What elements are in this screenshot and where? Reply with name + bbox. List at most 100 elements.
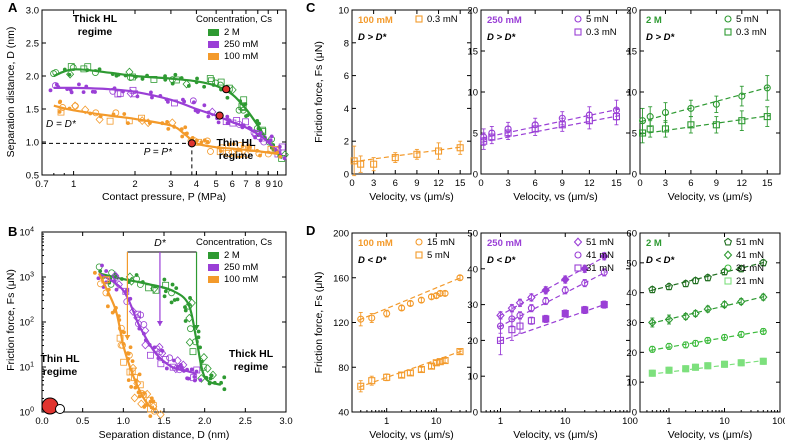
legend-marker-D3 bbox=[723, 250, 733, 260]
data-point-A bbox=[206, 75, 214, 82]
data-point-D2 bbox=[561, 309, 569, 318]
data-point-C3 bbox=[738, 117, 746, 125]
y-tick-label-D1: 200 bbox=[333, 229, 349, 240]
legend-marker-D1 bbox=[415, 251, 423, 259]
data-point-B bbox=[142, 391, 147, 396]
data-point-A bbox=[240, 144, 245, 148]
annotation-thick: Thick HL bbox=[73, 13, 118, 25]
fit-line-C2 bbox=[481, 115, 620, 143]
data-point-A bbox=[186, 84, 191, 88]
legend-label-C2: 0.3 mN bbox=[586, 27, 617, 38]
data-point-A bbox=[69, 90, 74, 95]
y-tick-label-D2: 10 bbox=[467, 372, 478, 383]
data-point-D2 bbox=[561, 286, 569, 294]
data-point-A bbox=[95, 115, 104, 124]
data-point-C1 bbox=[434, 147, 443, 155]
data-point-B bbox=[129, 385, 134, 389]
panel-label-B: B bbox=[8, 224, 17, 239]
y-tick-label-C2: 5 bbox=[473, 129, 478, 140]
data-point-B bbox=[137, 399, 146, 409]
legend-swatch-A bbox=[208, 53, 219, 60]
y-tick-label-C1: 4 bbox=[344, 104, 349, 115]
data-point-D1 bbox=[436, 358, 444, 366]
annotation-thin: Thin HL bbox=[216, 137, 256, 149]
legend-label-D2: 41 mN bbox=[586, 250, 614, 261]
data-point-D3 bbox=[665, 342, 673, 350]
data-point-A bbox=[93, 90, 97, 94]
legend-swatch-B bbox=[208, 252, 219, 259]
data-point-D1 bbox=[357, 315, 365, 323]
data-point-B bbox=[163, 289, 168, 294]
annotation-D-eq: D = D* bbox=[46, 119, 77, 130]
data-point-D3 bbox=[704, 362, 712, 370]
data-point-D2 bbox=[600, 301, 608, 309]
data-point-A bbox=[225, 121, 230, 125]
y-tick-label-D1: 160 bbox=[333, 273, 349, 284]
data-point-D1 bbox=[417, 365, 425, 374]
data-point-B bbox=[126, 351, 130, 356]
data-point-B bbox=[157, 360, 165, 368]
data-point-D3 bbox=[703, 304, 713, 314]
x-tick-label-D1: 1 bbox=[384, 416, 389, 427]
x-tick-label-C1: 12 bbox=[433, 178, 444, 189]
data-point-B bbox=[130, 393, 139, 403]
data-point-B bbox=[162, 294, 167, 299]
data-point-D1 bbox=[383, 373, 391, 381]
data-point-A bbox=[206, 114, 211, 119]
y-tick-label-A: 3.0 bbox=[26, 6, 39, 17]
x-tick-label-C1: 3 bbox=[371, 178, 376, 189]
data-point-A bbox=[268, 138, 273, 143]
data-point-B bbox=[222, 387, 227, 392]
legend-label-B: 100 mM bbox=[224, 274, 258, 285]
y-tick-label-D1: 40 bbox=[338, 408, 349, 419]
y-tick-label-C1: 6 bbox=[344, 71, 349, 82]
plot-frame-C1 bbox=[351, 9, 472, 175]
legend-label-D3: 41 mN bbox=[736, 250, 764, 261]
data-point-D2 bbox=[516, 322, 524, 330]
fit-line-C1 bbox=[352, 146, 464, 163]
x-tick-label-C3: 12 bbox=[737, 178, 748, 189]
y-tick-label-B: 102 bbox=[20, 317, 35, 329]
data-point-A bbox=[122, 112, 127, 116]
panel-condition-C2: D > D* bbox=[487, 32, 517, 43]
data-point-A bbox=[138, 114, 145, 122]
fit-curve-A bbox=[53, 86, 283, 156]
legend-label-C3: 0.3 mN bbox=[736, 27, 767, 38]
data-point-B bbox=[104, 269, 109, 273]
data-point-D2 bbox=[516, 311, 524, 319]
data-point-D3 bbox=[648, 285, 657, 294]
y-tick-label-C2: 15 bbox=[467, 47, 478, 58]
y-tick-label-C3: 20 bbox=[626, 6, 637, 17]
x-tick-label-A: 5 bbox=[214, 179, 219, 190]
fit-curve-B bbox=[98, 272, 222, 386]
data-point-B bbox=[162, 277, 167, 282]
y-tick-label-C3: 10 bbox=[626, 88, 637, 99]
x-tick-label-A: 7 bbox=[243, 179, 248, 190]
fit-line-D2 bbox=[498, 254, 608, 317]
data-point-A bbox=[106, 117, 114, 125]
fit-line-D3 bbox=[650, 329, 767, 351]
data-point-A bbox=[244, 114, 248, 119]
data-point-B bbox=[183, 319, 188, 323]
data-point-B bbox=[190, 374, 198, 382]
data-point-C1 bbox=[391, 154, 399, 162]
panel-condition-D1: D < D* bbox=[358, 255, 388, 266]
y-tick-label-D2: 0 bbox=[473, 408, 478, 419]
x-tick-label-D2: 100 bbox=[622, 416, 638, 427]
panel-condition-D3: D < D* bbox=[646, 255, 676, 266]
data-point-B bbox=[141, 340, 150, 350]
data-point-B bbox=[135, 320, 142, 328]
data-point-D2 bbox=[541, 285, 551, 295]
x-tick-label-C2: 12 bbox=[584, 178, 595, 189]
data-point-D3 bbox=[737, 330, 745, 338]
x-tick-label-A: 2 bbox=[132, 179, 137, 190]
fit-curve-B bbox=[97, 272, 157, 412]
data-point-A bbox=[247, 145, 252, 149]
data-point-B bbox=[169, 300, 174, 305]
data-point-D3 bbox=[720, 299, 729, 310]
x-tick-label-B: 2.5 bbox=[239, 416, 252, 427]
data-point-C3 bbox=[687, 104, 695, 112]
x-tick-label-D2: 1 bbox=[498, 416, 503, 427]
data-point-A bbox=[71, 102, 79, 110]
x-tick-label-D3: 10 bbox=[719, 416, 730, 427]
